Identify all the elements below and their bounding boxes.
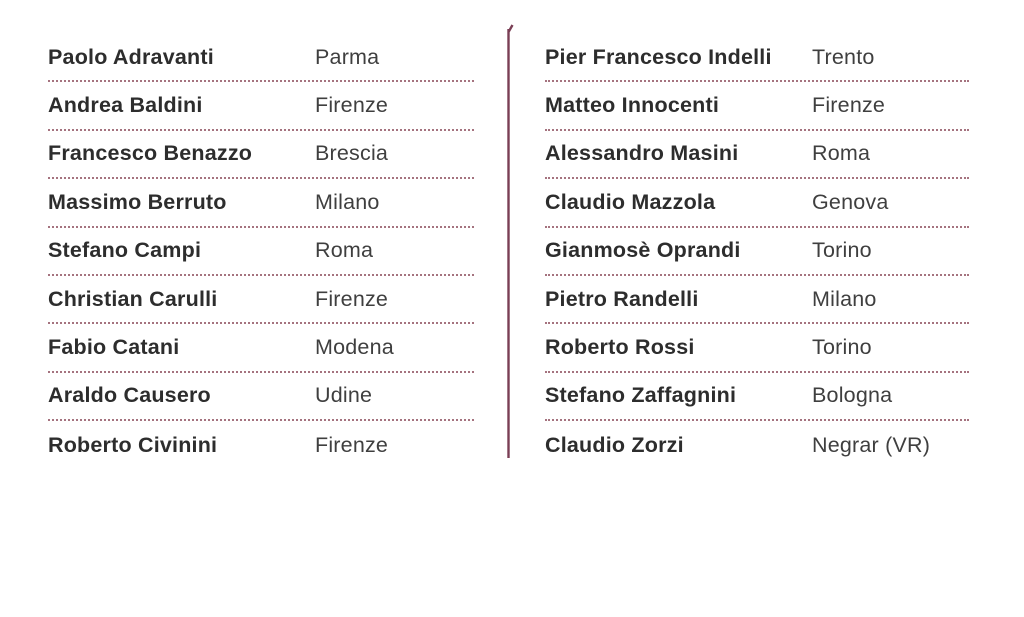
faculty-row: Gianmosè Oprandi Torino (545, 228, 969, 276)
faculty-row: Francesco Benazzo Brescia (48, 131, 474, 180)
person-name: Gianmosè Oprandi (545, 238, 741, 263)
person-name: Francesco Benazzo (48, 141, 253, 166)
faculty-row: Claudio Zorzi Negrar (VR) (545, 421, 969, 469)
faculty-row: Pier Francesco Indelli Trento (545, 34, 969, 83)
person-name: Roberto Civinini (48, 432, 218, 457)
faculty-row: Claudio Mazzola Genova (545, 179, 969, 228)
faculty-column-right: Pier Francesco Indelli Trento Matteo Innoc… (545, 34, 969, 470)
person-city: Firenze (315, 432, 389, 457)
faculty-row: Alessandro Masini Roma (545, 131, 969, 180)
person-name: Matteo Innocenti (545, 93, 720, 118)
person-name: Pier Francesco Indelli (545, 44, 772, 69)
person-city: Firenze (315, 93, 389, 118)
faculty-row: Stefano Zaffagnini Bologna (545, 373, 969, 422)
person-city: Negrar (VR) (812, 432, 931, 457)
person-city: Bologna (812, 383, 893, 408)
person-name: Massimo Berruto (48, 189, 227, 214)
faculty-row: Araldo Causero Udine (48, 373, 474, 422)
person-city: Modena (315, 335, 394, 360)
person-city: Trento (812, 44, 875, 69)
person-name: Christian Carulli (48, 286, 218, 311)
person-city: Roma (315, 238, 374, 263)
person-name: Paolo Adravanti (48, 44, 214, 69)
person-name: Fabio Catani (48, 335, 180, 360)
person-name: Claudio Zorzi (545, 432, 684, 457)
person-name: Claudio Mazzola (545, 189, 716, 214)
person-city: Parma (315, 44, 380, 69)
faculty-row: Roberto Rossi Torino (545, 324, 969, 373)
person-city: Roma (812, 141, 871, 166)
person-name: Stefano Campi (48, 238, 202, 263)
person-name: Pietro Randelli (545, 286, 699, 311)
person-name: Andrea Baldini (48, 93, 203, 118)
faculty-column-left: Paolo Adravanti Parma Andrea Baldini Firenz… (48, 34, 474, 470)
person-name: Araldo Causero (48, 383, 211, 408)
person-name: Stefano Zaffagnini (545, 383, 737, 408)
person-city: Brescia (315, 141, 389, 166)
faculty-row: Christian Carulli Firenze (48, 276, 474, 325)
vertical-divider-line (507, 24, 514, 458)
faculty-row: Fabio Catani Modena (48, 324, 474, 373)
faculty-row: Massimo Berruto Milano (48, 179, 474, 228)
person-city: Firenze (812, 93, 886, 118)
person-name: Alessandro Masini (545, 141, 739, 166)
faculty-row: Andrea Baldini Firenze (48, 82, 474, 131)
person-city: Torino (812, 335, 872, 360)
person-name: Roberto Rossi (545, 335, 695, 360)
person-city: Milano (315, 189, 380, 214)
faculty-row: Pietro Randelli Milano (545, 276, 969, 325)
faculty-row: Stefano Campi Roma (48, 228, 474, 276)
person-city: Udine (315, 383, 373, 408)
person-city: Firenze (315, 286, 389, 311)
faculty-row: Paolo Adravanti Parma (48, 34, 474, 83)
person-city: Genova (812, 189, 889, 214)
person-city: Torino (812, 238, 872, 263)
faculty-row: Roberto Civinini Firenze (48, 421, 474, 469)
faculty-columns: Paolo Adravanti Parma Andrea Baldini Firenz… (48, 34, 969, 470)
person-city: Milano (812, 286, 877, 311)
faculty-row: Matteo Innocenti Firenze (545, 82, 969, 131)
